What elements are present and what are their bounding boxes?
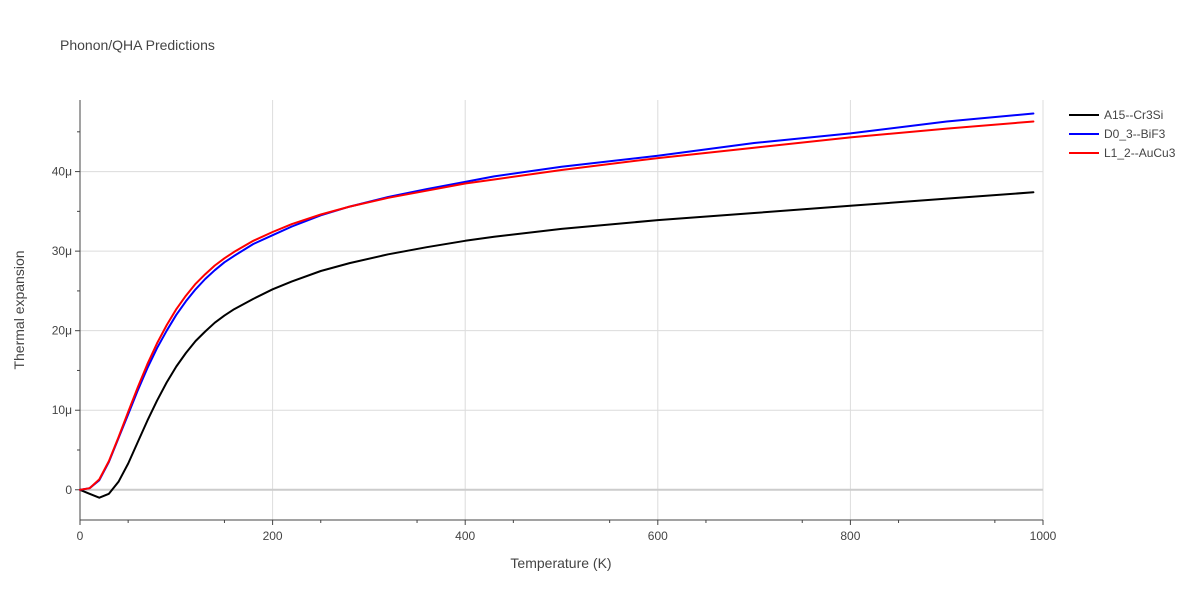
series-group (79, 112, 1035, 499)
x-axis-title: Temperature (K) (510, 555, 611, 571)
y-tick-label: 10μ (52, 403, 72, 417)
y-ticks: 0 10μ 20μ 30μ 40μ (52, 131, 80, 497)
x-tick-label: 0 (77, 529, 84, 543)
y-tick-label: 30μ (52, 244, 72, 258)
series-line-2 (79, 120, 1035, 491)
grid (80, 100, 1044, 520)
legend-item[interactable]: A15--Cr3Si (1069, 108, 1163, 122)
legend-label: L1_2--AuCu3 (1104, 146, 1176, 160)
legend-label: D0_3--BiF3 (1104, 127, 1166, 141)
chart-title: Phonon/QHA Predictions (60, 37, 215, 53)
legend-item[interactable]: D0_3--BiF3 (1069, 127, 1166, 141)
series-line-0 (79, 191, 1035, 499)
x-tick-label: 800 (840, 529, 860, 543)
y-tick-label: 20μ (52, 324, 72, 338)
y-axis-title: Thermal expansion (11, 250, 27, 369)
legend-label: A15--Cr3Si (1104, 108, 1163, 122)
legend-item[interactable]: L1_2--AuCu3 (1069, 146, 1176, 160)
x-ticks: 0 200 400 600 800 1000 (77, 520, 1057, 543)
axes (79, 100, 1043, 521)
x-tick-label: 200 (263, 529, 283, 543)
x-tick-label: 400 (455, 529, 475, 543)
x-tick-label: 600 (648, 529, 668, 543)
x-tick-label: 1000 (1030, 529, 1057, 543)
legend[interactable]: A15--Cr3Si D0_3--BiF3 L1_2--AuCu3 (1069, 108, 1176, 160)
y-tick-label: 0 (65, 483, 72, 497)
y-tick-label: 40μ (52, 165, 72, 179)
